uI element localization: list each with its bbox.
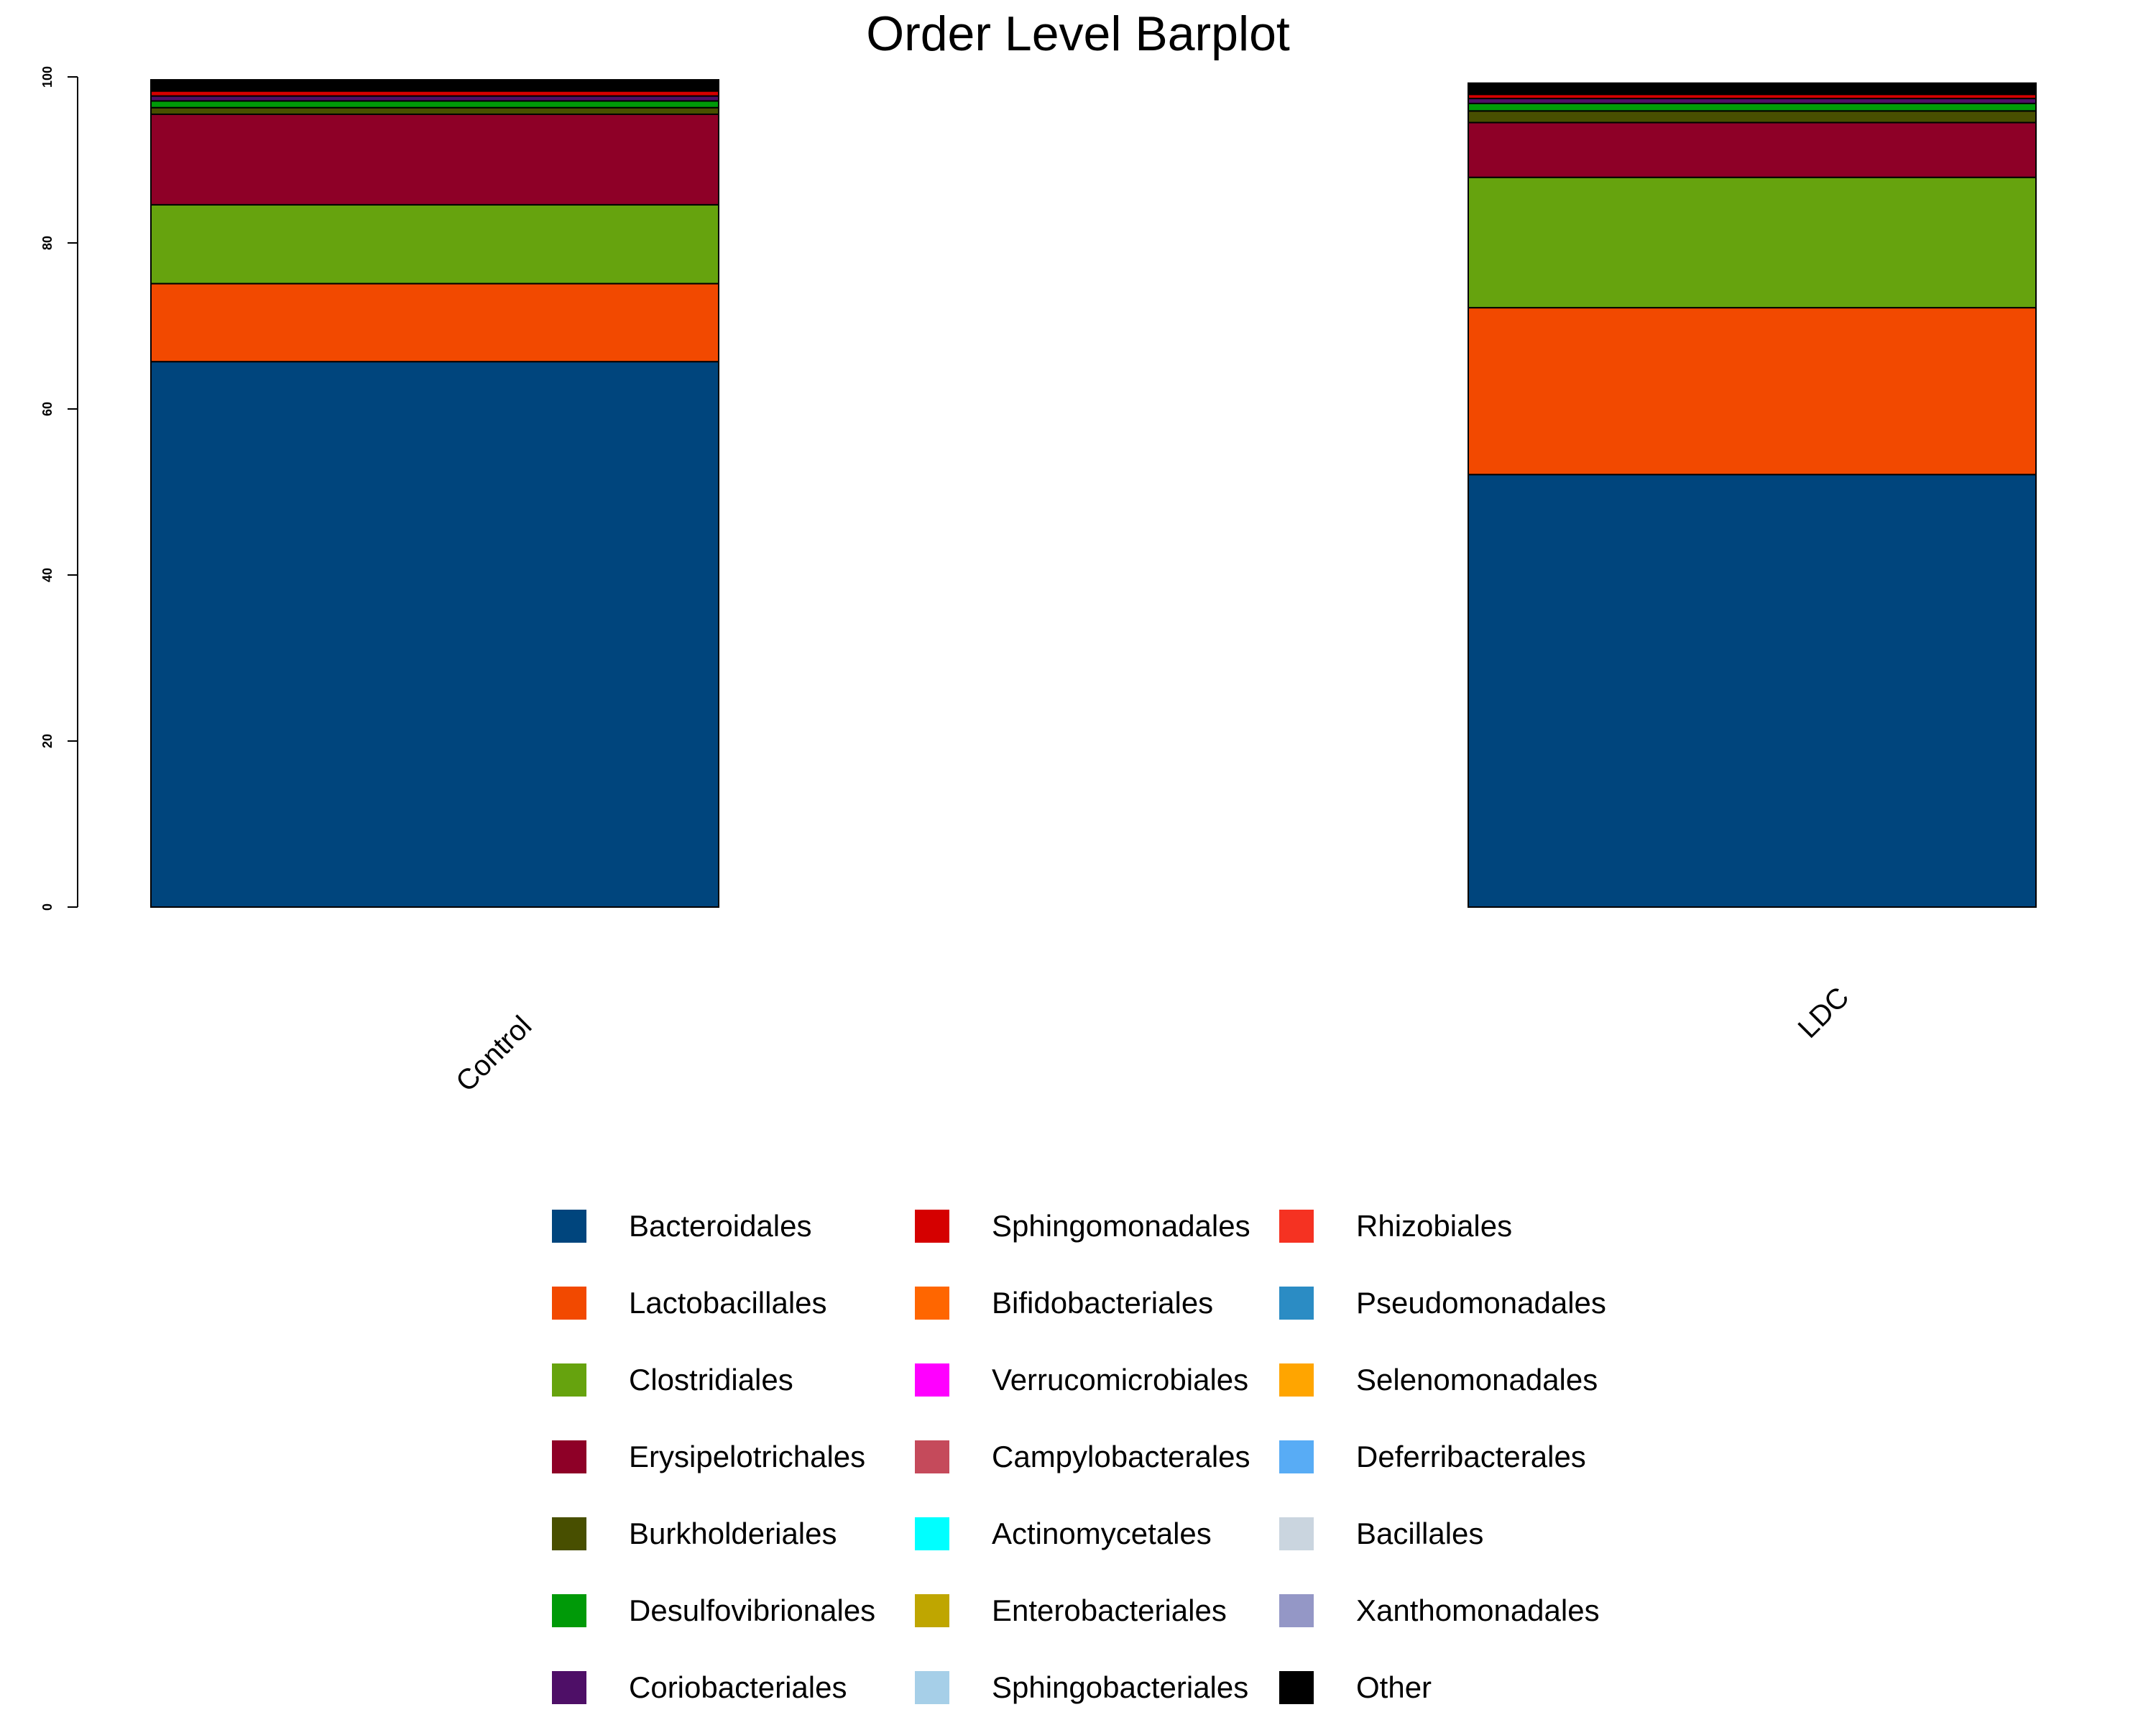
legend-label: Enterobacteriales [992, 1593, 1227, 1627]
legend: Bacteroidales Lactobacillales Clostridiale… [552, 1209, 1606, 1704]
legend-label: Bacteroidales [629, 1209, 811, 1243]
legend-item: Desulfovibrionales [552, 1593, 875, 1627]
legend-item: Bifidobacteriales [915, 1286, 1213, 1320]
legend-swatch [915, 1671, 949, 1704]
legend-label: Xanthomonadales [1356, 1593, 1600, 1627]
legend-label: Rhizobiales [1356, 1209, 1512, 1243]
bar-stack-ldc [1468, 82, 2037, 908]
legend-swatch [915, 1517, 949, 1550]
legend-label: Actinomycetales [992, 1517, 1212, 1550]
bar-segment-bacteroidales [150, 361, 719, 908]
legend-item: Selenomonadales [1279, 1363, 1598, 1397]
legend-swatch [915, 1363, 949, 1397]
legend-swatch [552, 1671, 586, 1704]
legend-label: Verrucomicrobiales [992, 1363, 1248, 1397]
y-tick-label: 60 [40, 402, 55, 416]
y-tick-label: 80 [40, 236, 55, 250]
legend-item: Erysipelotrichales [552, 1440, 865, 1473]
legend-item: Clostridiales [552, 1363, 793, 1397]
bar-segment-other [1468, 82, 2037, 90]
legend-label: Bifidobacteriales [992, 1286, 1213, 1320]
legend-label: Sphingomonadales [992, 1209, 1250, 1243]
stacked-bars [150, 79, 2037, 908]
legend-label: Clostridiales [629, 1363, 793, 1397]
legend-item: Rhizobiales [1279, 1209, 1512, 1243]
legend-label: Sphingobacteriales [992, 1670, 1248, 1704]
legend-swatch [1279, 1440, 1314, 1473]
legend-swatch [1279, 1594, 1314, 1627]
x-tick-label: LDC [1792, 981, 1856, 1044]
bar-segment-coriobacteriales [150, 95, 719, 102]
chart-title: Order Level Barplot [866, 6, 1290, 61]
legend-item: Pseudomonadales [1279, 1286, 1606, 1320]
legend-swatch [915, 1440, 949, 1473]
y-axis: 0 20 40 60 80 100 [40, 66, 78, 911]
legend-label: Other [1356, 1670, 1432, 1704]
legend-swatch [552, 1210, 586, 1243]
bar-segment-lactobacillales [1468, 307, 2037, 476]
legend-label: Bacillales [1356, 1517, 1483, 1550]
legend-label: Pseudomonadales [1356, 1286, 1606, 1320]
bar-segment-other [150, 79, 719, 87]
bar-segment-desulfovibrionales [150, 100, 719, 109]
legend-item: Xanthomonadales [1279, 1593, 1600, 1627]
bar-segment-clostridiales [1468, 176, 2037, 309]
bar-segment-burkholderiales [1468, 110, 2037, 124]
legend-swatch [552, 1440, 586, 1473]
bar-segment-clostridiales [150, 203, 719, 285]
legend-swatch [552, 1287, 586, 1320]
bar-segment-bacteroidales [1468, 474, 2037, 908]
bar-stack-control [150, 79, 719, 908]
legend-item: Other [1279, 1670, 1432, 1704]
legend-label: Burkholderiales [629, 1517, 837, 1550]
legend-item: Coriobacteriales [552, 1670, 847, 1704]
y-tick-label: 0 [40, 903, 55, 911]
bar-segment-lactobacillales [150, 282, 719, 363]
bar-segment-coriobacteriales [1468, 98, 2037, 104]
legend-item: Sphingomonadales [915, 1209, 1250, 1243]
legend-label: Coriobacteriales [629, 1670, 847, 1704]
legend-item: Verrucomicrobiales [915, 1363, 1248, 1397]
legend-swatch [1279, 1517, 1314, 1550]
y-tick-label: 40 [40, 568, 55, 582]
legend-label: Desulfovibrionales [629, 1593, 875, 1627]
bar-segment-sphingomonadales [150, 90, 719, 97]
legend-label: Selenomonadales [1356, 1363, 1598, 1397]
legend-swatch [1279, 1210, 1314, 1243]
legend-item: Sphingobacteriales [915, 1670, 1248, 1704]
legend-swatch [1279, 1671, 1314, 1704]
legend-item: Deferribacterales [1279, 1440, 1586, 1473]
legend-item: Actinomycetales [915, 1517, 1212, 1550]
legend-swatch [915, 1287, 949, 1320]
x-tick-label: Control [450, 1010, 538, 1098]
legend-item: Enterobacteriales [915, 1593, 1227, 1627]
bar-segment-desulfovibrionales [1468, 102, 2037, 112]
legend-swatch [915, 1594, 949, 1627]
legend-swatch [1279, 1363, 1314, 1397]
legend-item: Lactobacillales [552, 1286, 827, 1320]
legend-item: Campylobacterales [915, 1440, 1250, 1473]
bar-segment-burkholderiales [150, 106, 719, 115]
legend-item: Bacteroidales [552, 1209, 811, 1243]
legend-label: Lactobacillales [629, 1286, 827, 1320]
bar-segment-erysipelotrichales [150, 113, 719, 206]
y-tick-label: 20 [40, 734, 55, 748]
legend-label: Deferribacterales [1356, 1440, 1586, 1473]
legend-label: Campylobacterales [992, 1440, 1250, 1473]
bar-segment-erysipelotrichales [1468, 121, 2037, 178]
legend-swatch [1279, 1287, 1314, 1320]
y-tick-label: 100 [40, 66, 55, 88]
legend-swatch [552, 1363, 586, 1397]
x-axis-labels: Control LDC [450, 981, 1855, 1098]
legend-swatch [915, 1210, 949, 1243]
legend-swatch [552, 1517, 586, 1550]
legend-swatch [552, 1594, 586, 1627]
legend-label: Erysipelotrichales [629, 1440, 865, 1473]
legend-item: Bacillales [1279, 1517, 1483, 1550]
legend-item: Burkholderiales [552, 1517, 837, 1550]
